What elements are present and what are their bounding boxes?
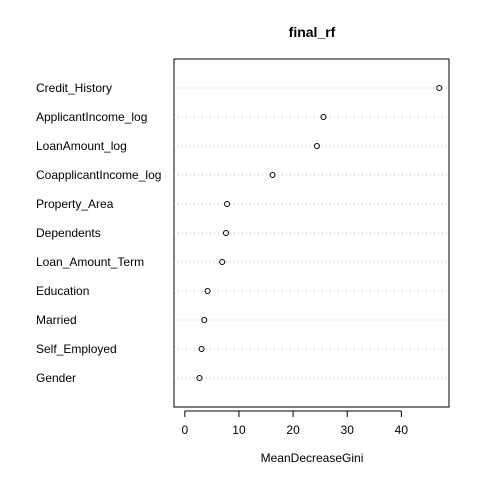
category-label: CoapplicantIncome_log [36,168,161,182]
data-point [204,288,211,294]
x-tick-label: 20 [286,423,300,437]
data-point [269,172,276,178]
x-tick-label: 10 [232,423,246,437]
category-label: Married [36,313,77,327]
category-label: Education [36,284,89,298]
data-point [219,259,226,265]
category-label: Credit_History [36,81,112,95]
data-point [436,85,443,91]
data-point [222,230,229,236]
category-label: Property_Area [36,197,114,211]
x-tick-label: 0 [181,423,188,437]
category-label: Dependents [36,226,101,240]
data-point [224,201,231,207]
x-tick-label: 30 [341,423,355,437]
category-label: Self_Employed [36,342,117,356]
x-tick-label: 40 [395,423,409,437]
gridlines [174,87,449,379]
chart-title: final_rf [289,24,336,40]
category-label: Loan_Amount_Term [36,255,144,269]
category-labels: Credit_History ApplicantIncome_log LoanAmo… [36,81,161,385]
data-point [313,143,320,149]
data-point [201,317,208,323]
data-point [198,346,205,352]
category-label: ApplicantIncome_log [36,110,147,124]
x-axis: 0 10 20 30 40 [181,410,409,437]
x-axis-label: MeanDecreaseGini [261,451,364,465]
category-label: LoanAmount_log [36,139,127,153]
category-label: Gender [36,371,76,385]
plot-frame [173,58,450,408]
data-points [196,85,443,381]
data-point [320,114,327,120]
data-point [196,375,203,381]
